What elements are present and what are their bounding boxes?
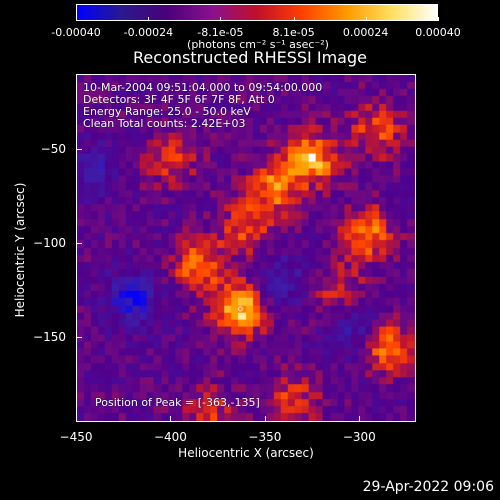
annotation-time-range: 10-Mar-2004 09:51:04.000 to 09:54:00.000 — [83, 81, 323, 94]
y-tick-mark — [76, 337, 82, 339]
colorbar-tick-mark — [76, 17, 77, 21]
colorbar-tick-label: -8.1e-05 — [197, 26, 244, 39]
annotation-energy-range: Energy Range: 25.0 - 50.0 keV — [83, 105, 251, 118]
x-tick-mark — [76, 416, 77, 422]
colorbar-tick-label: -0.00040 — [51, 26, 101, 39]
colorbar — [76, 4, 438, 21]
heatmap-plot: 10-Mar-2004 09:51:04.000 to 09:54:00.000… — [76, 74, 416, 422]
colorbar-unit-label: (photons cm⁻² s⁻¹ asec⁻²) — [187, 38, 329, 51]
colorbar-tick-mark — [438, 17, 439, 21]
x-tick-mark — [264, 416, 266, 422]
y-tick-label: −150 — [33, 330, 66, 345]
x-tick-label: −350 — [248, 430, 282, 444]
colorbar-tick-label: -0.00024 — [123, 26, 174, 39]
colorbar-tick-mark — [293, 17, 295, 21]
y-tick-mark — [76, 243, 82, 245]
x-tick-mark — [170, 416, 172, 422]
colorbar-tick-label: 0.00024 — [342, 26, 389, 39]
peak-position-label: Position of Peak = [-363,-135] — [95, 396, 260, 409]
heatmap-canvas — [77, 75, 415, 421]
colorbar-tick-label: 8.1e-05 — [272, 26, 315, 39]
colorbar-tick-mark — [220, 17, 222, 21]
colorbar-tick-label: 0.00040 — [415, 26, 461, 39]
timestamp-footer: 29-Apr-2022 09:06 — [362, 479, 494, 495]
colorbar-tick-mark — [148, 17, 150, 21]
x-axis-label: Heliocentric X (arcsec) — [178, 446, 314, 460]
plot-title: Reconstructed RHESSI Image — [133, 48, 367, 67]
x-tick-label: −300 — [342, 430, 376, 444]
x-tick-label: −450 — [59, 430, 93, 444]
y-tick-mark — [76, 149, 82, 151]
annotation-detectors: Detectors: 3F 4F 5F 6F 7F 8F, Att 0 — [83, 93, 275, 106]
colorbar-tick-mark — [365, 17, 367, 21]
x-tick-mark — [359, 416, 361, 422]
y-axis-label: Heliocentric Y (arcsec) — [13, 182, 27, 318]
x-tick-label: −400 — [153, 430, 187, 444]
annotation-total-counts: Clean Total counts: 2.42E+03 — [83, 117, 246, 130]
y-tick-label: −50 — [40, 142, 66, 157]
y-tick-label: −100 — [33, 236, 66, 251]
